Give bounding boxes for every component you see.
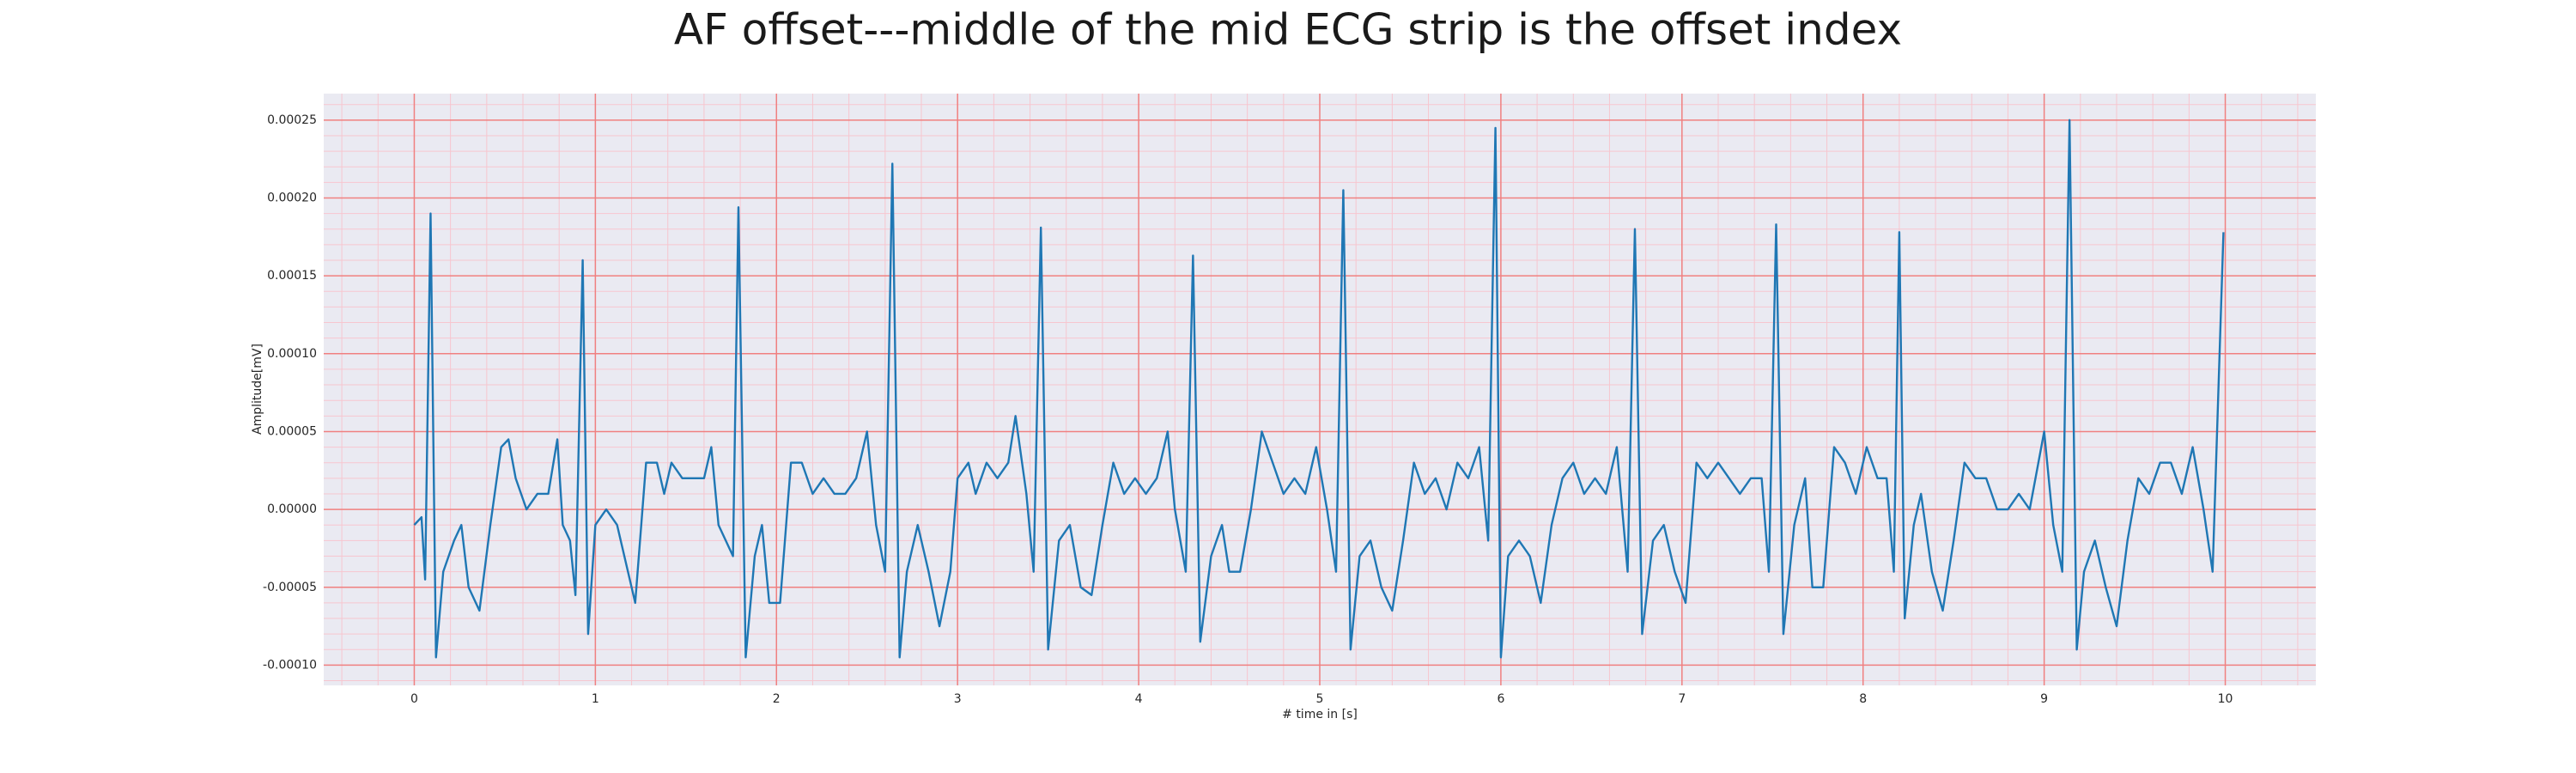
- y-tick-label: 0.00020: [267, 191, 317, 204]
- y-axis-label: Amplitude[mV]: [251, 344, 264, 435]
- x-axis-label: # time in [s]: [1282, 708, 1358, 721]
- x-tick-label: 9: [2040, 692, 2048, 706]
- x-tick-label: 4: [1135, 692, 1143, 706]
- x-tick-label: 2: [773, 692, 781, 706]
- y-tick-label: 0.00005: [267, 424, 317, 438]
- ecg-line: [413, 119, 2225, 659]
- y-tick-label: 0.00000: [267, 502, 317, 516]
- x-tick-label: 10: [2218, 692, 2233, 706]
- chart-title: AF offset---middle of the mid ECG strip …: [674, 5, 1902, 55]
- y-tick-label: 0.00015: [267, 269, 317, 283]
- plot-area: 0 1 2 3 4 5 6 7 8 9 10 -0.00010 -0.00005 0.00000 0.000…: [263, 94, 2316, 706]
- x-tick-label: 1: [592, 692, 599, 706]
- y-tick-label: 0.00010: [267, 347, 317, 361]
- x-tick-label: 0: [410, 692, 418, 706]
- x-tick-label: 5: [1316, 692, 1324, 706]
- y-tick-label: 0.00025: [267, 113, 317, 127]
- x-tick-label: 6: [1497, 692, 1504, 706]
- x-tick-label: 8: [1859, 692, 1867, 706]
- y-tick-label: -0.00010: [263, 658, 317, 672]
- x-tick-label: 3: [954, 692, 962, 706]
- y-tick-label: -0.00005: [263, 581, 317, 594]
- x-tick-label: 7: [1678, 692, 1686, 706]
